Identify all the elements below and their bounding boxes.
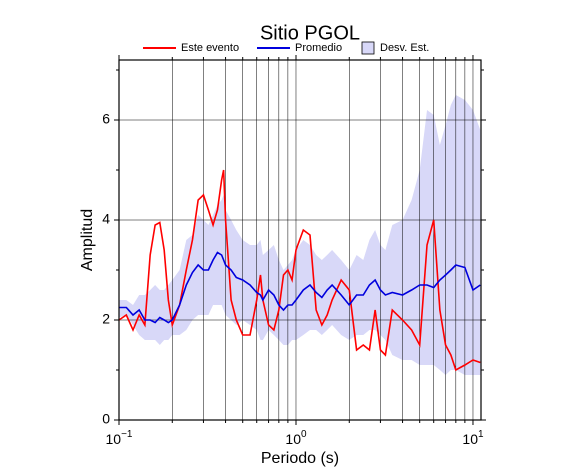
x-tick-label: 101 — [462, 429, 484, 447]
std-band — [119, 95, 481, 375]
plot-frame — [118, 59, 482, 421]
y-axis-label: Amplitud — [79, 209, 96, 271]
y-tick-label: 4 — [102, 211, 110, 227]
y-tick-label: 6 — [102, 111, 110, 127]
series-line — [119, 251, 481, 324]
x-tick-exponent: −1 — [121, 429, 133, 440]
legend-label: Promedio — [295, 42, 342, 54]
x-tick-label: 100 — [285, 429, 307, 447]
legend-swatch — [361, 41, 375, 55]
y-tick-label: 2 — [102, 311, 110, 327]
x-tick-base: 10 — [462, 431, 478, 447]
x-tick-exponent: 1 — [478, 429, 484, 440]
y-tick-label: 0 — [102, 411, 110, 427]
series-line — [118, 169, 481, 372]
x-tick-exponent: 0 — [301, 429, 307, 440]
legend-label: Desv. Est. — [380, 42, 429, 54]
x-tick-base: 10 — [285, 431, 301, 447]
x-tick-label: 10−1 — [106, 429, 133, 447]
legend-label: Este evento — [181, 42, 239, 54]
chart-title: Sitio PGOL — [260, 22, 360, 44]
x-tick-base: 10 — [106, 431, 122, 447]
x-axis-label: Periodo (s) — [261, 450, 339, 467]
